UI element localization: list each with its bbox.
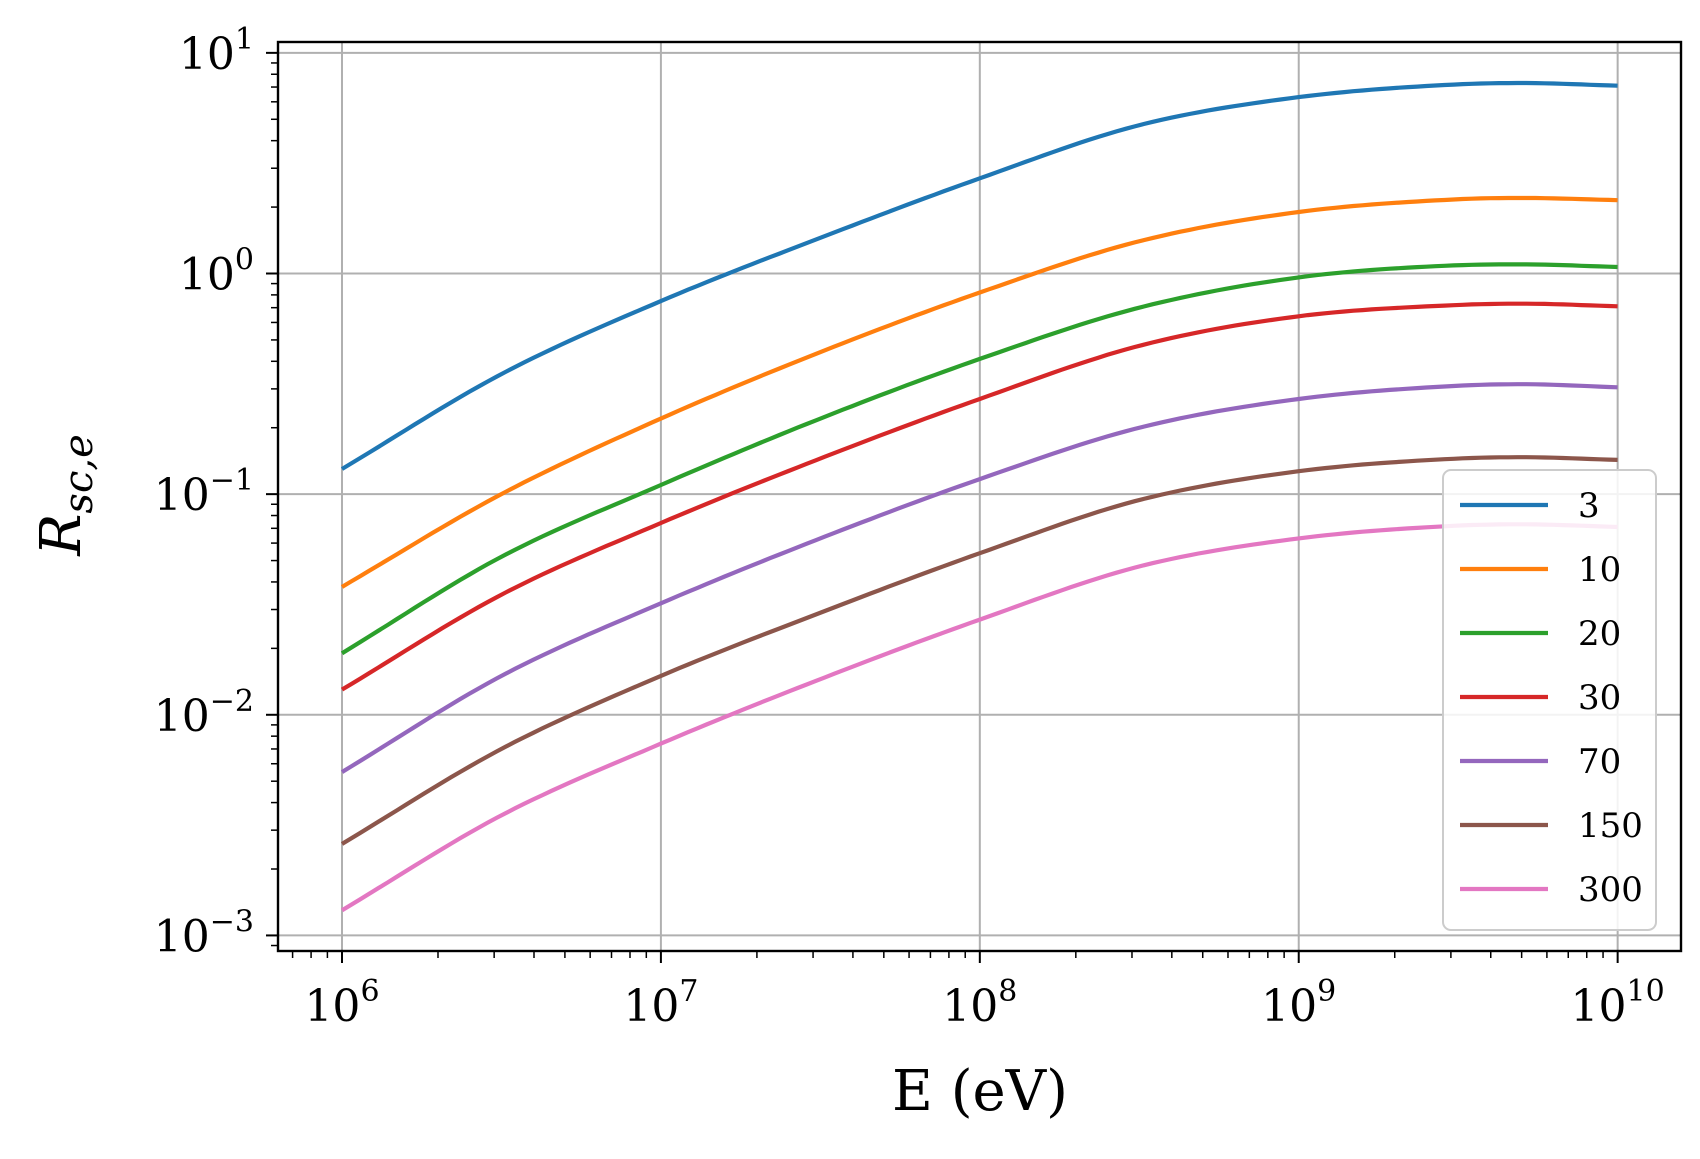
y-tick-label: 100 xyxy=(179,243,254,301)
x-axis-ticks: 106 107 108 109 1010 xyxy=(304,951,1665,1032)
y-axis-ticks: 10−3 10−2 10−1 100 101 xyxy=(154,22,278,962)
x-tick-label: 107 xyxy=(623,974,698,1032)
minor-ticks xyxy=(271,62,1604,958)
series-line-20 xyxy=(340,262,1618,656)
legend-label-20: 20 xyxy=(1578,614,1621,654)
x-tick-label: 109 xyxy=(1261,974,1336,1032)
series-line-70 xyxy=(340,382,1618,774)
y-tick-label: 101 xyxy=(179,22,254,80)
legend-box xyxy=(1442,469,1657,931)
series-line-10 xyxy=(340,195,1618,589)
x-axis-label: E (eV) xyxy=(892,1059,1068,1124)
legend[interactable]: 3 10 20 30 70 150 300 xyxy=(1442,469,1657,931)
series-line-300 xyxy=(340,522,1618,913)
y-tick-label: 10−2 xyxy=(154,684,254,742)
legend-label-150: 150 xyxy=(1578,806,1643,846)
series-lines xyxy=(340,80,1618,913)
y-axis-label: Rsc,e xyxy=(29,434,102,557)
x-tick-label: 108 xyxy=(942,974,1017,1032)
series-line-3 xyxy=(340,80,1618,471)
legend-label-3: 3 xyxy=(1578,486,1600,526)
series-line-30 xyxy=(340,301,1618,692)
legend-label-30: 30 xyxy=(1578,678,1621,718)
y-tick-label: 10−3 xyxy=(154,904,254,962)
legend-label-300: 300 xyxy=(1578,870,1643,910)
y-tick-label: 10−1 xyxy=(154,463,254,521)
x-tick-label: 1010 xyxy=(1571,974,1665,1032)
legend-label-10: 10 xyxy=(1578,550,1621,590)
series-line-150 xyxy=(340,455,1618,846)
x-tick-label: 106 xyxy=(304,974,379,1032)
legend-label-70: 70 xyxy=(1578,742,1621,782)
